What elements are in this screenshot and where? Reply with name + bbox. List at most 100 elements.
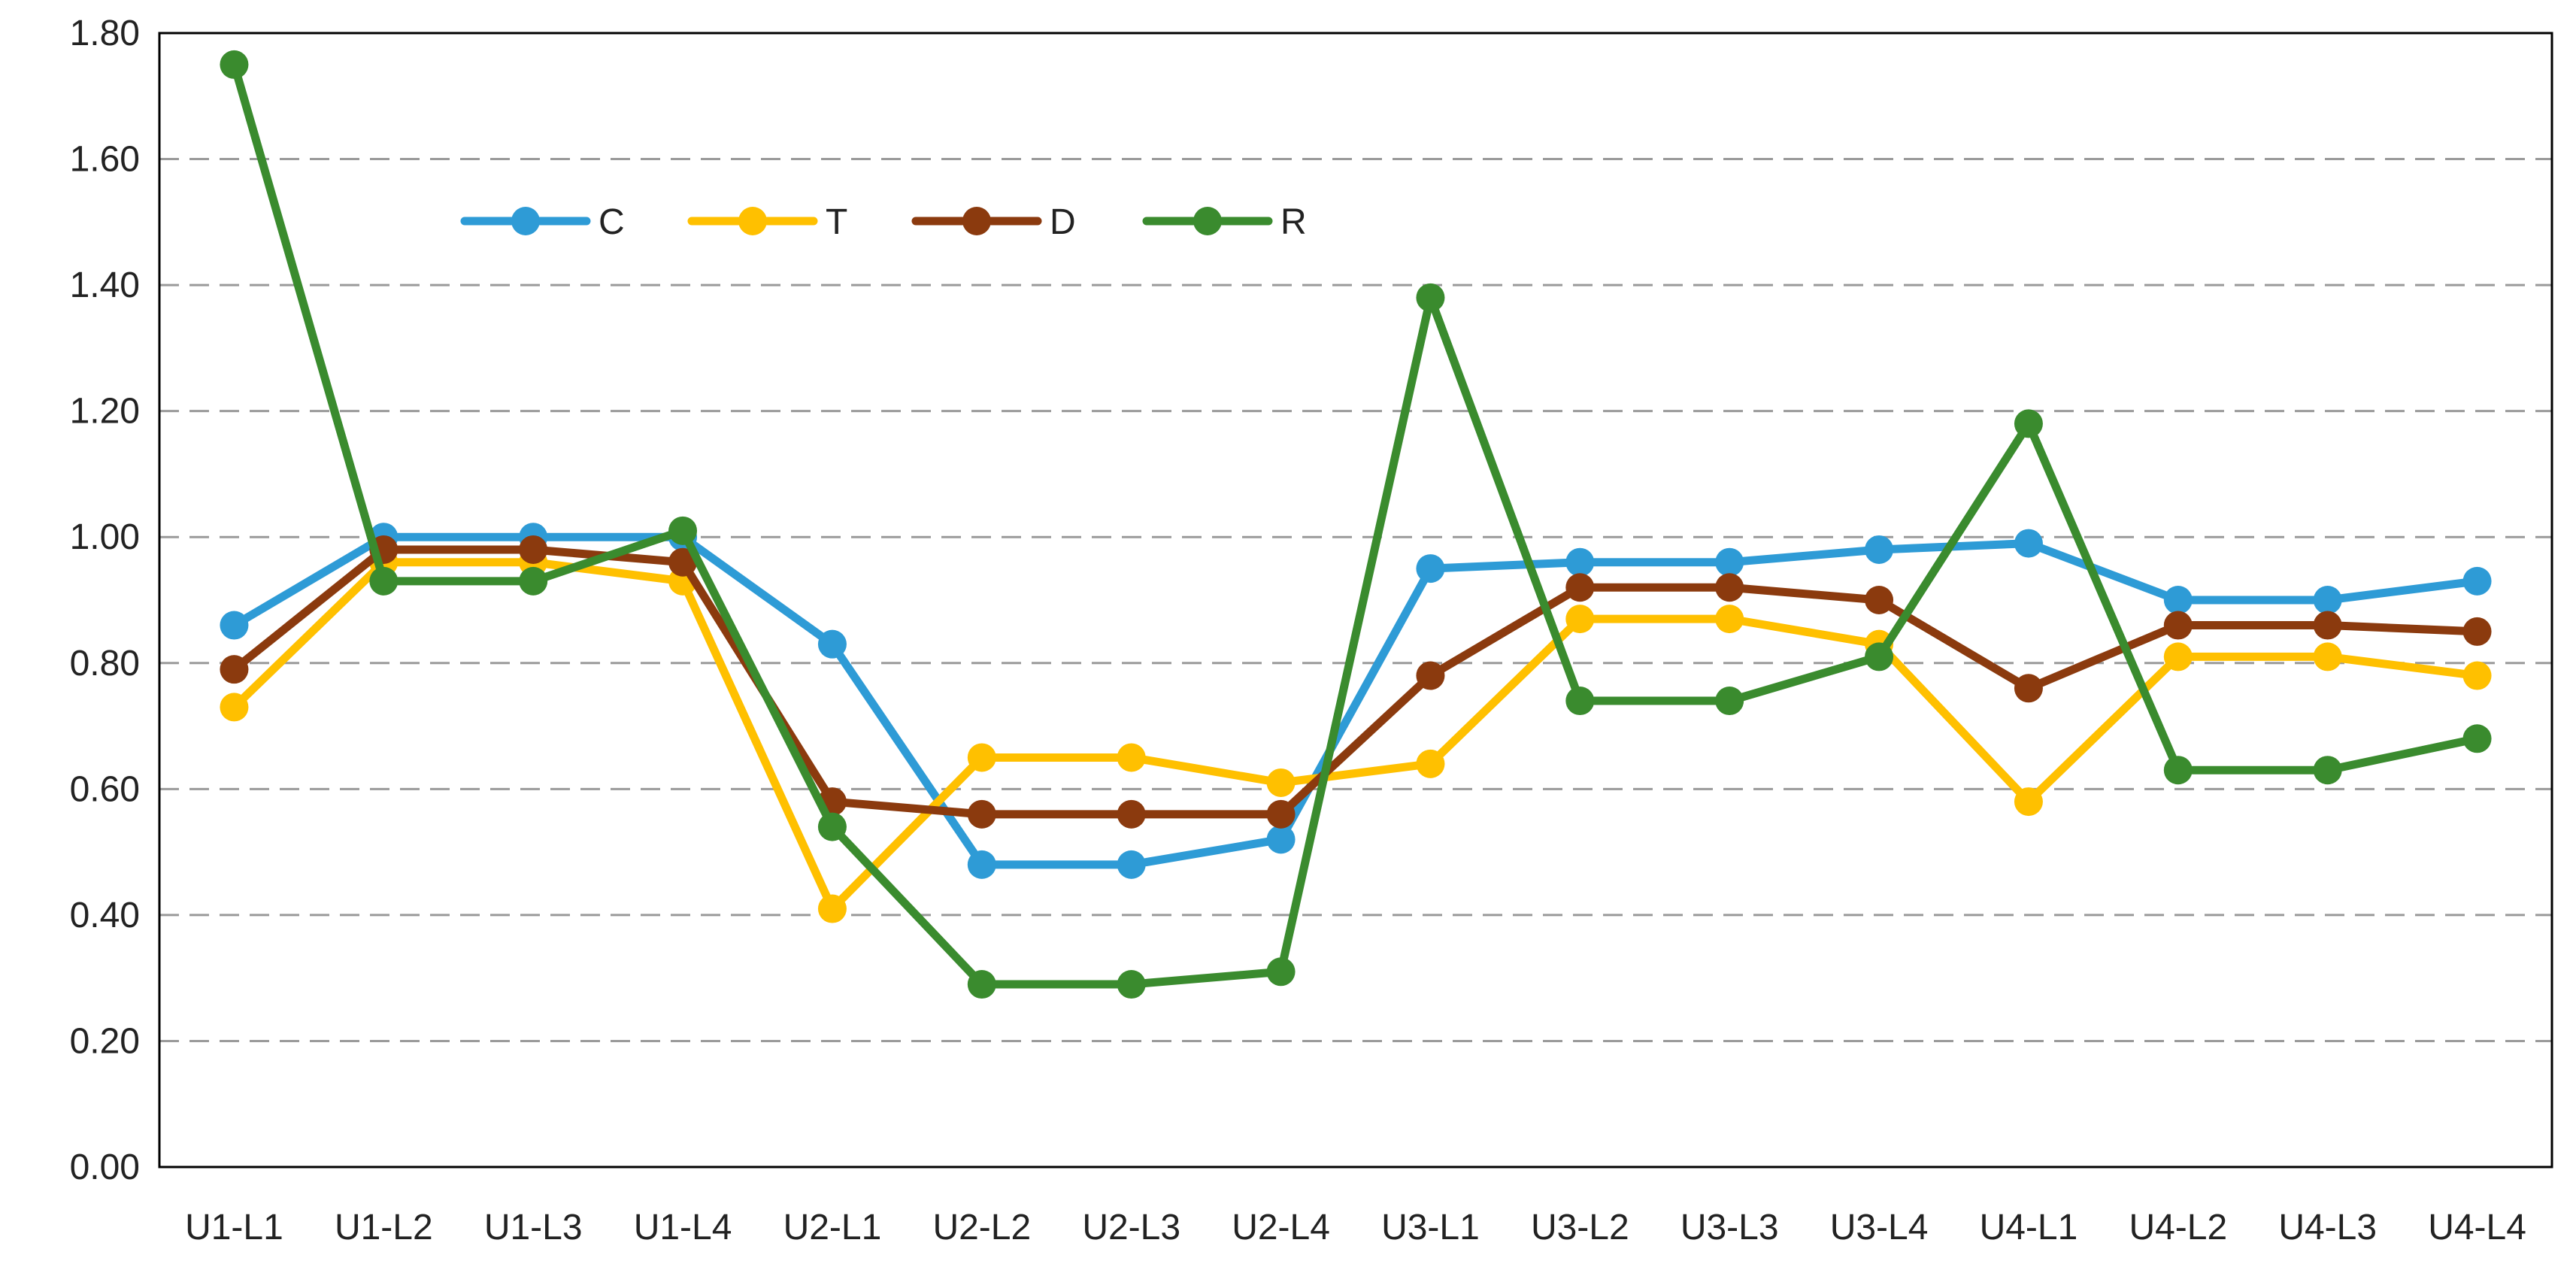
data-point-D-14 [2313,611,2342,640]
y-tick-label: 1.80 [70,14,140,53]
data-point-C-4 [817,629,847,659]
series-line-C [229,532,2482,869]
data-point-C-9 [1565,547,1595,577]
legend-item-C: C [460,202,625,242]
data-point-D-11 [1865,586,1894,614]
data-point-D-15 [2462,617,2492,646]
legend-label-R: R [1280,202,1307,242]
data-point-R-1 [369,566,399,596]
x-axis-tick-labels: U1-L1 U1-L2 U1-L3 U1-L4 U2-L1 U2-L2 U2-L3 U2-L4… [185,1208,2526,1247]
y-tick-label: 0.40 [70,896,140,935]
data-point-D-8 [1416,661,1445,690]
y-tick-label: 0.00 [70,1147,140,1187]
series-line-R [229,60,2482,989]
data-point-T-12 [2014,787,2043,817]
data-point-T-5 [967,743,996,772]
x-tick-label: U2-L2 [932,1208,1031,1247]
data-point-R-9 [1565,687,1595,716]
series-R [220,50,2492,999]
legend-label-D: D [1050,202,1076,242]
legend-marker-C [511,207,540,235]
x-tick-label: U1-L1 [185,1208,283,1247]
y-axis-tick-labels: 0.00 0.20 0.40 0.60 0.80 1.00 1.20 1.40 1.60 1.80 [70,14,140,1187]
data-point-D-6 [1117,799,1146,829]
legend-label-C: C [599,202,625,242]
data-point-R-2 [519,566,548,596]
data-point-D-7 [1266,799,1296,829]
data-point-T-4 [817,894,847,923]
x-tick-label: U2-L1 [783,1208,882,1247]
series-line-T [229,558,2482,914]
x-tick-label: U2-L3 [1082,1208,1180,1247]
x-tick-label: U4-L1 [1980,1208,2078,1247]
data-point-R-10 [1715,687,1744,716]
x-tick-label: U3-L1 [1381,1208,1480,1247]
legend-marker-D [962,207,991,235]
x-tick-label: U1-L3 [484,1208,583,1247]
data-point-D-0 [220,655,249,684]
x-tick-label: U3-L4 [1830,1208,1929,1247]
data-point-C-15 [2462,566,2492,596]
data-point-T-9 [1565,605,1595,634]
series-layer [220,50,2492,999]
x-tick-label: U2-L4 [1232,1208,1330,1247]
data-point-R-11 [1865,642,1894,671]
x-tick-label: U1-L4 [634,1208,732,1247]
legend-item-R: R [1142,202,1307,242]
data-point-C-11 [1865,535,1894,564]
y-tick-label: 0.20 [70,1021,140,1061]
data-point-C-0 [220,611,249,640]
data-point-C-14 [2313,586,2342,614]
data-point-D-13 [2163,611,2193,640]
data-point-C-5 [967,850,996,879]
data-point-D-12 [2014,674,2043,703]
y-tick-label: 1.20 [70,392,140,432]
y-tick-label: 0.80 [70,644,140,684]
data-point-D-2 [519,535,548,564]
data-point-R-4 [817,812,847,841]
data-point-R-12 [2014,409,2043,438]
data-point-T-10 [1715,605,1744,634]
data-point-R-6 [1117,970,1146,999]
legend-item-T: T [687,202,847,242]
data-point-R-5 [967,970,996,999]
legend-marker-R [1193,207,1222,235]
data-point-D-3 [668,547,698,577]
data-point-T-7 [1266,768,1296,797]
plot-area-frame [158,32,2553,1169]
y-tick-label: 1.40 [70,265,140,305]
x-tick-label: U4-L3 [2278,1208,2377,1247]
x-tick-label: U3-L3 [1680,1208,1779,1247]
data-point-T-15 [2462,661,2492,690]
data-point-T-6 [1117,743,1146,772]
data-point-C-12 [2014,529,2043,558]
data-point-R-7 [1266,957,1296,987]
x-tick-label: U1-L2 [335,1208,433,1247]
data-point-R-13 [2163,756,2193,785]
data-point-C-7 [1266,825,1296,854]
y-tick-label: 1.00 [70,517,140,557]
data-point-C-13 [2163,586,2193,614]
data-point-R-15 [2462,724,2492,753]
data-point-C-8 [1416,554,1445,584]
legend-marker-T [738,207,767,235]
data-point-R-3 [668,516,698,545]
data-point-T-8 [1416,749,1445,778]
data-point-T-0 [220,693,249,722]
x-tick-label: U3-L2 [1531,1208,1629,1247]
data-point-R-14 [2313,756,2342,785]
x-tick-label: U4-L2 [2129,1208,2227,1247]
data-point-C-10 [1715,547,1744,577]
data-point-T-13 [2163,642,2193,671]
data-point-D-5 [967,799,996,829]
x-tick-label: U4-L4 [2428,1208,2526,1247]
data-point-D-10 [1715,573,1744,602]
data-point-T-14 [2313,642,2342,671]
y-tick-label: 0.60 [70,769,140,809]
y-tick-label: 1.60 [70,140,140,180]
data-point-R-0 [220,50,249,79]
legend-label-T: T [826,202,847,242]
